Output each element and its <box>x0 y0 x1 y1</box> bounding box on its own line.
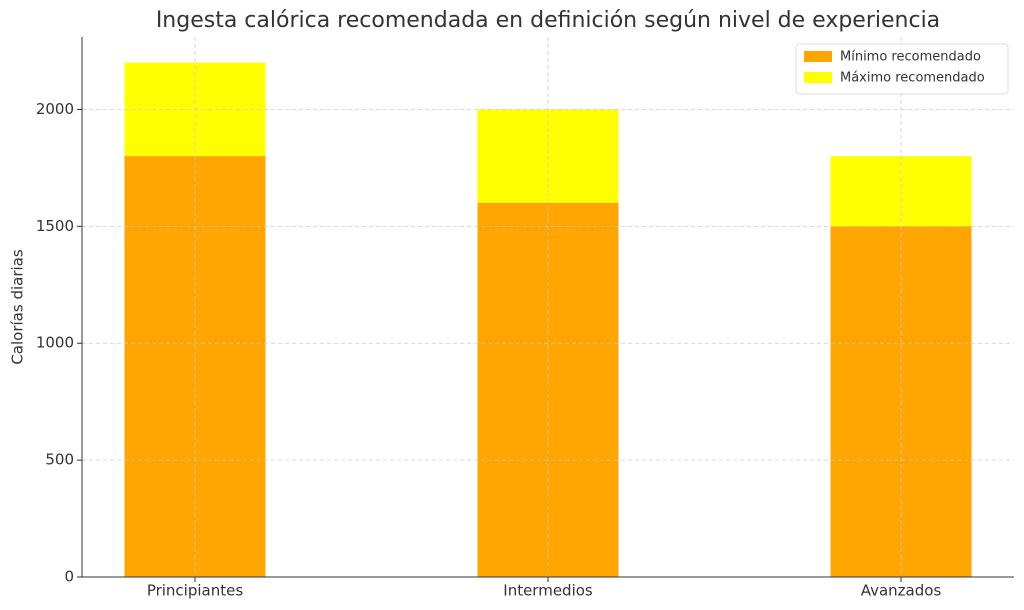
legend-label: Máximo recomendado <box>840 71 985 86</box>
legend-label: Mínimo recomendado <box>840 50 981 65</box>
x-tick-label: Principiantes <box>147 582 244 600</box>
y-tick-label: 1000 <box>36 334 74 352</box>
y-tick-label: 0 <box>64 568 74 586</box>
y-tick-label: 2000 <box>36 100 74 118</box>
x-tick-label: Avanzados <box>861 582 942 600</box>
y-tick-label: 500 <box>45 451 74 469</box>
y-axis-label: Calorías diarias <box>9 249 27 365</box>
legend-swatch <box>804 72 832 83</box>
legend-box <box>795 43 1009 95</box>
legend-swatch <box>804 51 832 62</box>
x-tick-label: Intermedios <box>503 582 593 600</box>
chart-title: Ingesta calórica recomendada en definici… <box>156 8 940 33</box>
y-tick-label: 1500 <box>36 217 74 235</box>
